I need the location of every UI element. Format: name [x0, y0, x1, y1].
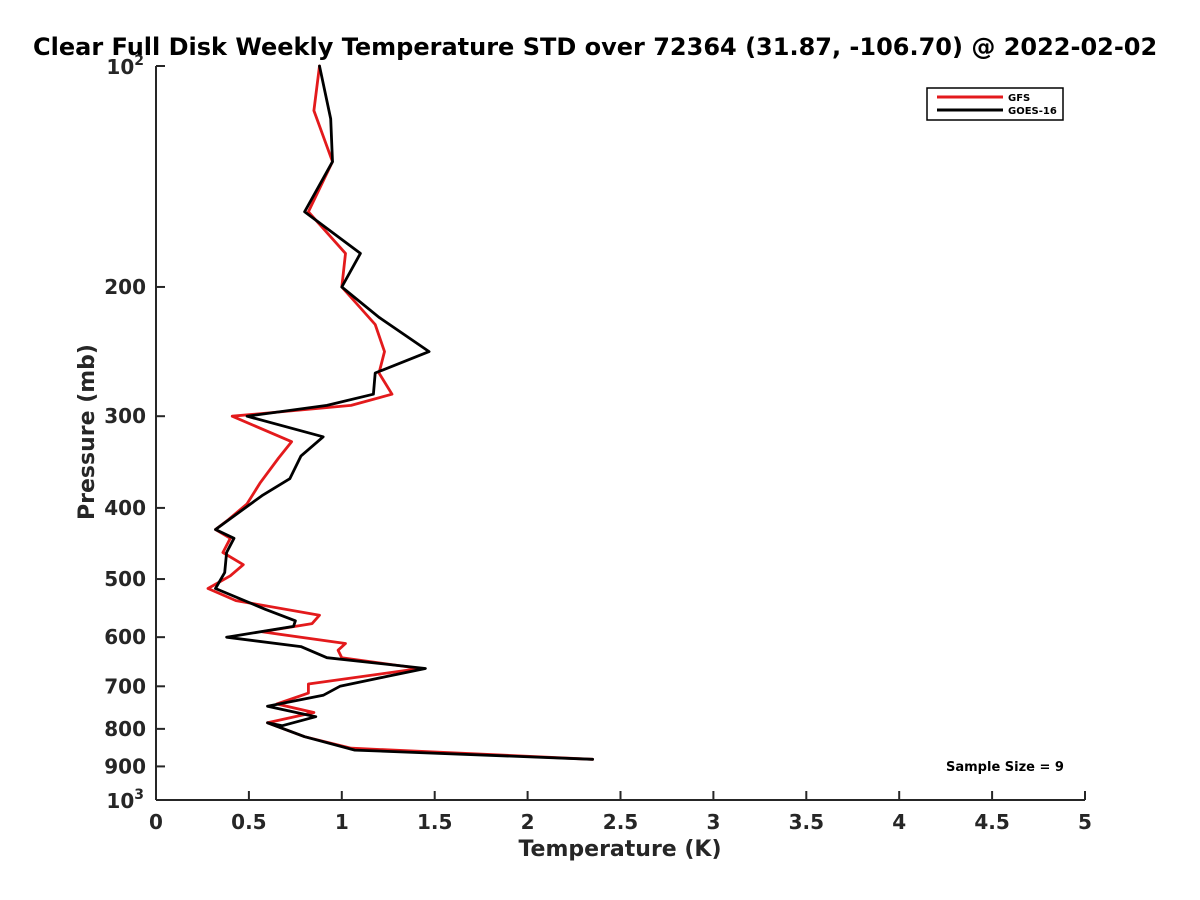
axes: 0 0.5 1 1.5 2 2.5 3 3.5 4 4.5 5 102 200 300 400 500 600 7…: [104, 53, 1092, 834]
y-tick-label: 103: [106, 787, 144, 813]
x-tick-label: 0.5: [231, 810, 266, 834]
legend: GFS GOES-16: [926, 87, 1064, 121]
y-tick-label: 600: [104, 625, 146, 649]
y-tick-label: 900: [104, 754, 146, 778]
y-tick-label: 500: [104, 567, 146, 591]
y-tick-label: 300: [104, 404, 146, 428]
legend-label-gfs: GFS: [1008, 93, 1030, 104]
y-tick-label: 102: [106, 53, 144, 79]
x-tick-label: 0: [149, 810, 163, 834]
x-tick-label: 2: [521, 810, 535, 834]
x-tick-label: 3.5: [789, 810, 824, 834]
chart-title: Clear Full Disk Weekly Temperature STD o…: [33, 33, 1157, 61]
y-tick-label: 200: [104, 275, 146, 299]
series-line-goes16: [214, 64, 594, 761]
x-tick-label: 1.5: [417, 810, 452, 834]
y-tick-label: 700: [104, 674, 146, 698]
x-axis-title: Temperature (K): [518, 837, 721, 862]
y-axis-title: Pressure (mb): [75, 344, 100, 520]
x-tick-label: 1: [335, 810, 349, 834]
x-tick-label: 4.5: [974, 810, 1009, 834]
x-tick-label: 2.5: [603, 810, 638, 834]
legend-label-goes16: GOES-16: [1008, 106, 1057, 117]
x-tick-label: 4: [892, 810, 906, 834]
series-line-gfs: [206, 64, 594, 761]
x-tick-label: 3: [706, 810, 720, 834]
y-tick-label: 800: [104, 717, 146, 741]
plot-area: [206, 64, 594, 761]
sample-size-annotation: Sample Size = 9: [946, 760, 1064, 775]
legend-box: [926, 87, 1064, 121]
x-tick-label: 5: [1078, 810, 1092, 834]
y-tick-label: 400: [104, 496, 146, 520]
